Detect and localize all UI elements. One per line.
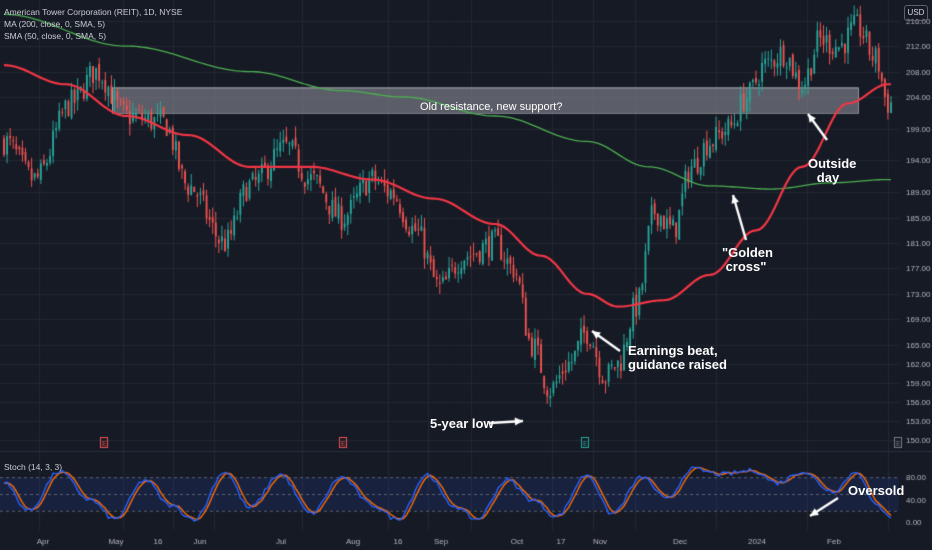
oversold-annotation: Oversold — [848, 483, 905, 498]
earnings-annotation: Earnings beat, guidance raised — [628, 343, 727, 372]
earnings-line1: Earnings beat, — [628, 343, 718, 358]
sma50-legend: SMA (50, close, 0, SMA, 5) — [4, 31, 107, 41]
chart-title: American Tower Corporation (REIT), 1D, N… — [4, 7, 183, 17]
stoch-legend: Stoch (14, 3, 3) — [4, 462, 63, 472]
outside-day-annotation: Outside day — [808, 156, 857, 185]
five-year-low-annotation: 5-year low — [430, 416, 494, 431]
outside-day-line1: Outside — [808, 156, 857, 171]
golden-cross-line1: "Golden — [722, 245, 773, 260]
golden-cross-annotation: "Golden cross" — [722, 245, 773, 274]
currency-button[interactable]: USD — [904, 5, 928, 21]
earnings-line2: guidance raised — [628, 357, 727, 372]
ma200-legend: MA (200, close, 0, SMA, 5) — [4, 19, 106, 29]
support-band-label: Old resistance, new support? — [420, 101, 563, 113]
golden-cross-line2: cross" — [725, 259, 767, 274]
outside-day-line2: day — [816, 170, 840, 185]
